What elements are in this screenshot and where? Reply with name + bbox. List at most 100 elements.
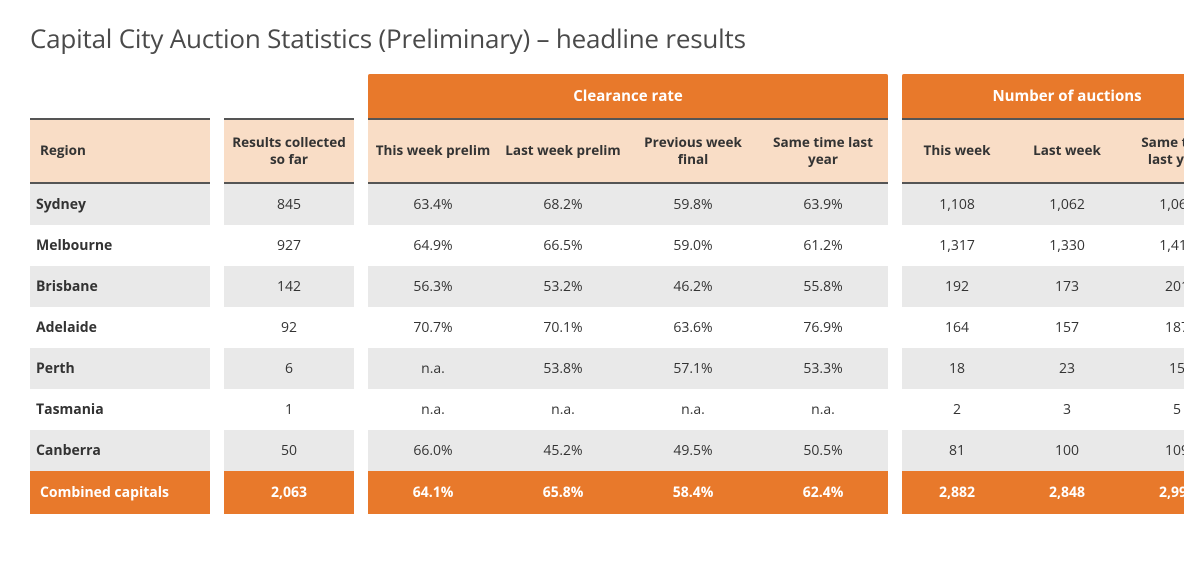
table-body: Sydney84563.4%68.2%59.8%63.9%1,1081,0621…: [30, 184, 1184, 471]
cell-region: Brisbane: [30, 266, 210, 307]
spacer: [210, 389, 224, 430]
cell-num-st: 1,410: [1122, 225, 1184, 266]
spacer: [354, 430, 368, 471]
spacer: [888, 348, 902, 389]
cell-region: Sydney: [30, 184, 210, 225]
cell-results: 92: [224, 307, 354, 348]
cell-clr-pf: n.a.: [628, 389, 758, 430]
cell-num-tw: 192: [902, 266, 1012, 307]
cell-clr-st: 63.9%: [758, 184, 888, 225]
spacer: [210, 430, 224, 471]
spacer: [888, 307, 902, 348]
cell-clr-lw: 45.2%: [498, 430, 628, 471]
table-row: Perth6n.a.53.8%57.1%53.3%182315: [30, 348, 1184, 389]
total-clr-st: 62.4%: [758, 471, 888, 514]
column-header-row: Region Results collected so far This wee…: [30, 118, 1184, 184]
cell-num-lw: 173: [1012, 266, 1122, 307]
total-region: Combined capitals: [30, 471, 210, 514]
spacer: [888, 225, 902, 266]
spacer: [210, 348, 224, 389]
cell-clr-lw: 53.2%: [498, 266, 628, 307]
cell-num-st: 201: [1122, 266, 1184, 307]
cell-results: 6: [224, 348, 354, 389]
cell-clr-st: n.a.: [758, 389, 888, 430]
total-num-tw: 2,882: [902, 471, 1012, 514]
auction-stats-table: Clearance rate Number of auctions Region…: [30, 74, 1184, 514]
cell-clr-tw: 63.4%: [368, 184, 498, 225]
total-clr-pf: 58.4%: [628, 471, 758, 514]
cell-num-tw: 18: [902, 348, 1012, 389]
group-header-row: Clearance rate Number of auctions: [30, 74, 1184, 118]
spacer: [210, 307, 224, 348]
cell-clr-tw: n.a.: [368, 389, 498, 430]
table-row: Canberra5066.0%45.2%49.5%50.5%81100109: [30, 430, 1184, 471]
cell-clr-lw: n.a.: [498, 389, 628, 430]
cell-region: Melbourne: [30, 225, 210, 266]
cell-clr-st: 61.2%: [758, 225, 888, 266]
cell-num-tw: 1,317: [902, 225, 1012, 266]
spacer: [888, 266, 902, 307]
cell-results: 142: [224, 266, 354, 307]
total-clr-tw: 64.1%: [368, 471, 498, 514]
table-row: Tasmania1n.a.n.a.n.a.n.a.235: [30, 389, 1184, 430]
cell-clr-lw: 68.2%: [498, 184, 628, 225]
spacer: [210, 266, 224, 307]
page-title: Capital City Auction Statistics (Prelimi…: [30, 20, 1154, 56]
col-num-same-time: Same time last year: [1122, 118, 1184, 184]
cell-clr-tw: 64.9%: [368, 225, 498, 266]
cell-num-lw: 23: [1012, 348, 1122, 389]
col-clr-this-week: This week prelim: [368, 118, 498, 184]
cell-num-st: 109: [1122, 430, 1184, 471]
spacer: [210, 184, 224, 225]
spacer: [888, 389, 902, 430]
spacer: [888, 184, 902, 225]
spacer: [354, 184, 368, 225]
cell-clr-lw: 66.5%: [498, 225, 628, 266]
cell-num-lw: 1,062: [1012, 184, 1122, 225]
cell-clr-pf: 59.8%: [628, 184, 758, 225]
col-results: Results collected so far: [224, 118, 354, 184]
col-clr-prev-final: Previous week final: [628, 118, 758, 184]
table-row: Melbourne92764.9%66.5%59.0%61.2%1,3171,3…: [30, 225, 1184, 266]
cell-num-lw: 1,330: [1012, 225, 1122, 266]
group-header-auctions: Number of auctions: [902, 74, 1184, 118]
cell-clr-pf: 49.5%: [628, 430, 758, 471]
cell-clr-st: 76.9%: [758, 307, 888, 348]
cell-clr-pf: 59.0%: [628, 225, 758, 266]
cell-clr-pf: 57.1%: [628, 348, 758, 389]
spacer: [354, 225, 368, 266]
col-num-last-week: Last week: [1012, 118, 1122, 184]
total-results: 2,063: [224, 471, 354, 514]
table-row: Adelaide9270.7%70.1%63.6%76.9%164157187: [30, 307, 1184, 348]
total-num-st: 2,990: [1122, 471, 1184, 514]
col-num-this-week: This week: [902, 118, 1012, 184]
cell-num-lw: 157: [1012, 307, 1122, 348]
cell-num-st: 187: [1122, 307, 1184, 348]
cell-clr-tw: 70.7%: [368, 307, 498, 348]
cell-clr-pf: 46.2%: [628, 266, 758, 307]
cell-num-st: 15: [1122, 348, 1184, 389]
table-row: Sydney84563.4%68.2%59.8%63.9%1,1081,0621…: [30, 184, 1184, 225]
cell-region: Adelaide: [30, 307, 210, 348]
spacer: [210, 225, 224, 266]
spacer: [354, 266, 368, 307]
cell-clr-tw: 66.0%: [368, 430, 498, 471]
cell-clr-st: 53.3%: [758, 348, 888, 389]
cell-clr-lw: 70.1%: [498, 307, 628, 348]
cell-clr-tw: n.a.: [368, 348, 498, 389]
cell-region: Canberra: [30, 430, 210, 471]
cell-clr-pf: 63.6%: [628, 307, 758, 348]
cell-region: Perth: [30, 348, 210, 389]
col-clr-same-time: Same time last year: [758, 118, 888, 184]
col-clr-last-week: Last week prelim: [498, 118, 628, 184]
spacer: [354, 307, 368, 348]
total-num-lw: 2,848: [1012, 471, 1122, 514]
cell-num-tw: 1,108: [902, 184, 1012, 225]
cell-num-lw: 100: [1012, 430, 1122, 471]
total-row: Combined capitals 2,063 64.1% 65.8% 58.4…: [30, 471, 1184, 514]
cell-results: 50: [224, 430, 354, 471]
cell-num-tw: 81: [902, 430, 1012, 471]
col-region: Region: [30, 118, 210, 184]
cell-num-st: 1,063: [1122, 184, 1184, 225]
spacer: [354, 389, 368, 430]
